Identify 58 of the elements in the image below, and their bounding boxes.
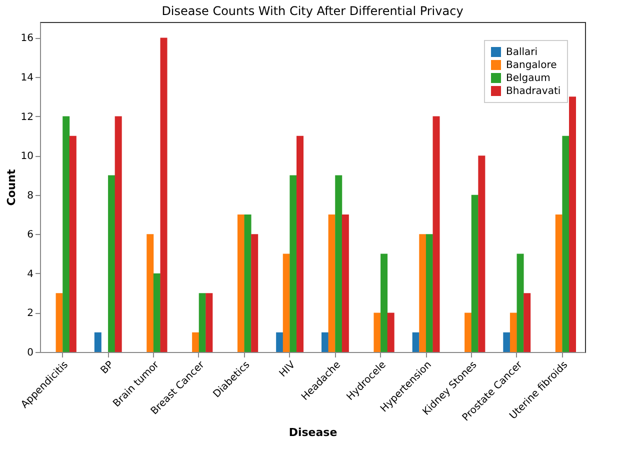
y-axis-title: Count [4,169,18,206]
bar [146,234,154,352]
legend-label: Ballari [506,47,538,58]
bar [114,116,122,352]
bar [555,214,562,352]
y-tick-label: 6 [27,230,34,241]
bar [510,312,517,352]
bar [380,254,388,352]
bar [471,194,478,352]
bar [69,136,76,352]
bar [206,293,213,352]
bar [198,293,206,352]
x-axis-title: Disease [288,426,338,439]
legend-label: Belgaum [506,73,550,84]
y-tick-label: 0 [27,348,34,358]
bar [153,273,160,352]
bar [516,254,524,352]
bar [328,214,336,352]
bar [432,116,440,352]
bar [56,293,63,352]
legend-label: Bhadravati [506,86,561,97]
y-tick-label: 12 [20,112,34,123]
bar [335,175,342,352]
bar [478,156,486,352]
y-tick-label: 8 [27,190,34,202]
bar [321,332,328,352]
x-tick-label: HIV [278,359,298,380]
bar [290,175,297,352]
bar [62,116,70,352]
bar [419,234,426,352]
bar [426,234,433,352]
bar [374,312,381,352]
legend-label: Bangalore [506,60,557,71]
bar [412,332,420,352]
y-tick-label: 2 [27,308,34,320]
bar [276,332,284,352]
bar [282,254,290,352]
bar [244,214,252,352]
y-tick-label: 14 [20,72,34,84]
bar [192,332,200,352]
bar [562,136,570,352]
bar [342,214,349,352]
bar [108,175,116,352]
chart-title: Disease Counts With City After Differential Privacy [162,4,464,18]
bar [524,293,531,352]
bar [237,214,244,352]
y-tick-label: 4 [27,268,34,280]
x-tick-label: BP [99,360,116,376]
bar [296,136,304,352]
bar [387,312,394,352]
bar [464,312,472,352]
y-tick-label: 10 [20,151,34,162]
bar [94,332,102,352]
bar [503,332,510,352]
bar [569,96,576,352]
bar [251,234,258,352]
y-tick-label: 16 [20,33,34,44]
bar [160,38,168,352]
